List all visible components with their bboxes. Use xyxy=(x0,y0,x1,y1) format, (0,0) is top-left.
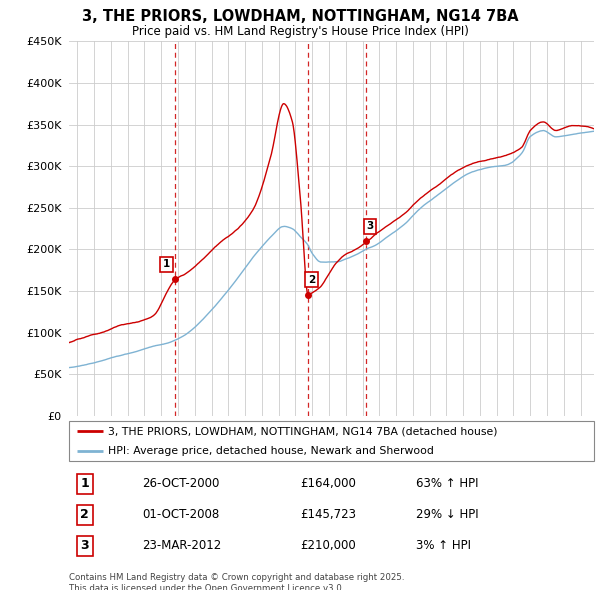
Text: 01-OCT-2008: 01-OCT-2008 xyxy=(143,508,220,522)
Text: 2: 2 xyxy=(308,274,315,284)
Text: 26-OCT-2000: 26-OCT-2000 xyxy=(143,477,220,490)
Text: 3: 3 xyxy=(366,221,373,231)
Text: Contains HM Land Registry data © Crown copyright and database right 2025.
This d: Contains HM Land Registry data © Crown c… xyxy=(69,573,404,590)
Text: 2: 2 xyxy=(80,508,89,522)
Text: 3, THE PRIORS, LOWDHAM, NOTTINGHAM, NG14 7BA (detached house): 3, THE PRIORS, LOWDHAM, NOTTINGHAM, NG14… xyxy=(109,427,498,436)
Text: £210,000: £210,000 xyxy=(300,539,356,552)
Text: 1: 1 xyxy=(80,477,89,490)
Text: £145,723: £145,723 xyxy=(300,508,356,522)
Text: 23-MAR-2012: 23-MAR-2012 xyxy=(143,539,222,552)
Text: £164,000: £164,000 xyxy=(300,477,356,490)
Text: 3: 3 xyxy=(80,539,89,552)
Text: 29% ↓ HPI: 29% ↓ HPI xyxy=(415,508,478,522)
Text: 1: 1 xyxy=(163,260,170,270)
Text: 3% ↑ HPI: 3% ↑ HPI xyxy=(415,539,470,552)
Text: 63% ↑ HPI: 63% ↑ HPI xyxy=(415,477,478,490)
Text: 3, THE PRIORS, LOWDHAM, NOTTINGHAM, NG14 7BA: 3, THE PRIORS, LOWDHAM, NOTTINGHAM, NG14… xyxy=(82,9,518,24)
Text: HPI: Average price, detached house, Newark and Sherwood: HPI: Average price, detached house, Newa… xyxy=(109,447,434,456)
Text: Price paid vs. HM Land Registry's House Price Index (HPI): Price paid vs. HM Land Registry's House … xyxy=(131,25,469,38)
FancyBboxPatch shape xyxy=(69,421,594,461)
